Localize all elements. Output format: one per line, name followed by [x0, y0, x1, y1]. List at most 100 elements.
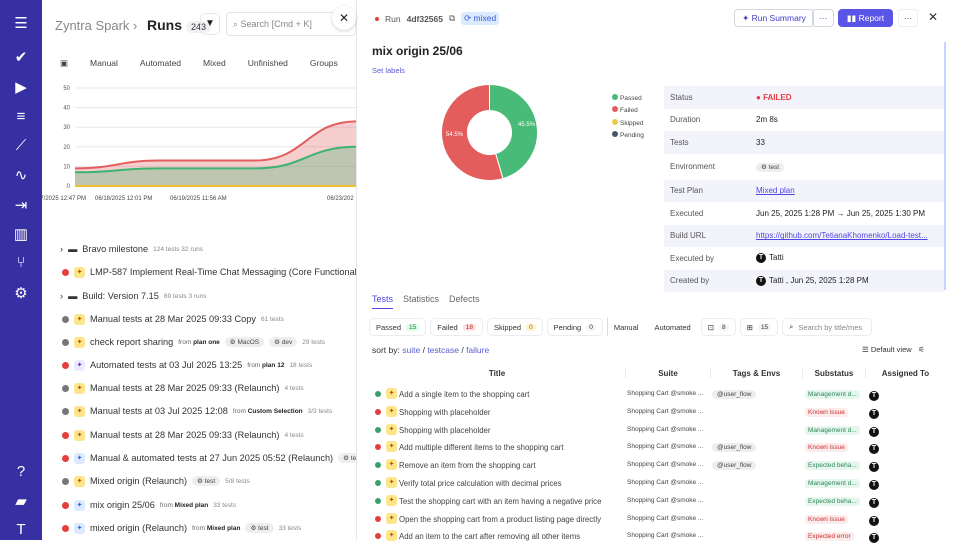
summary-more-button[interactable]: ···: [812, 9, 834, 27]
run-plan: from Mixed plan: [192, 525, 240, 532]
help-icon[interactable]: ?: [16, 463, 26, 480]
test-row[interactable]: ✦ Verify total price calculation with dec…: [372, 476, 952, 493]
run-item[interactable]: ✦ Manual tests at 03 Jul 2025 12:08 from C…: [62, 403, 332, 419]
filter-skipped[interactable]: Skipped 0: [486, 318, 543, 336]
folder-icon[interactable]: ▰: [15, 493, 27, 510]
close-panel-button[interactable]: ✕: [332, 6, 356, 30]
tab-groups[interactable]: Groups: [309, 58, 338, 68]
test-row[interactable]: ✦ Add multiple different items to the sho…: [372, 440, 952, 457]
pulse-icon[interactable]: ∿: [14, 167, 28, 184]
test-row[interactable]: ✦ Remove an item from the shopping cart Sh…: [372, 458, 952, 475]
sort-failure[interactable]: failure: [466, 345, 490, 355]
multiselect-icon[interactable]: ▣: [60, 58, 69, 68]
manual-run-icon: ✦: [74, 405, 85, 417]
run-item[interactable]: ✦ mixed origin (Relaunch) from Mixed plan ⚙…: [62, 520, 301, 536]
play-icon[interactable]: ▶: [15, 79, 27, 96]
close-button[interactable]: ✕: [927, 10, 939, 24]
run-title: mix origin 25/06: [90, 500, 155, 510]
run-item[interactable]: ✦ Automated tests at 03 Jul 2025 13:25 fro…: [62, 357, 312, 373]
filter-automated[interactable]: Automated: [648, 318, 696, 336]
run-item[interactable]: ✦ mix origin 25/06 from Mixed plan 33 tests: [62, 497, 236, 513]
sort-testcase[interactable]: testcase: [427, 345, 459, 355]
passed-slice[interactable]: [489, 83, 538, 180]
run-item[interactable]: ✦ Manual tests at 28 Mar 2025 09:33 (Rela…: [62, 427, 304, 443]
run-item[interactable]: ✦ LMP-587 Implement Real-Time Chat Messag…: [62, 264, 356, 280]
chevron-right-icon[interactable]: ›: [60, 291, 64, 301]
run-item[interactable]: ✦ Manual tests at 28 Mar 2025 09:33 (Rela…: [62, 380, 304, 396]
avatar-icon[interactable]: T: [16, 521, 26, 538]
default-view-button[interactable]: ☰ Default view ⚟: [862, 345, 925, 354]
tab-mixed[interactable]: Mixed: [203, 58, 226, 68]
test-search-input[interactable]: ⌕ Search by title/mes: [782, 318, 873, 336]
failed-slice[interactable]: [441, 83, 504, 181]
run-label: Run: [385, 13, 401, 24]
column-header[interactable]: Tags & Envs: [710, 369, 802, 378]
more-button[interactable]: ···: [898, 9, 918, 27]
import-icon[interactable]: ⇥: [14, 197, 28, 214]
test-row[interactable]: ✦ Test the shopping cart with an item hav…: [372, 494, 952, 511]
copy-icon[interactable]: ⧉: [448, 13, 456, 23]
substatus-badge: Management d...: [805, 425, 860, 435]
settings-sliders-icon[interactable]: ⚟: [917, 345, 925, 354]
prop-key: Created by: [670, 276, 710, 286]
filter-manual[interactable]: Manual: [606, 318, 645, 336]
y-tick-label: 50: [63, 86, 70, 92]
tab-statistics[interactable]: Statistics: [403, 294, 440, 304]
env-badge: ⚙ dev: [269, 337, 298, 347]
manual-test-icon: ✦: [386, 530, 397, 542]
substatus-badge: Known issue: [805, 407, 848, 417]
filter-failed[interactable]: Failed 18: [430, 318, 483, 336]
column-header[interactable]: Substatus: [802, 369, 865, 378]
filter-pending[interactable]: Pending 0: [546, 318, 603, 336]
run-meta: 33 tests: [278, 524, 302, 532]
filter-added[interactable]: ⊞ 15: [739, 318, 779, 336]
run-item[interactable]: ✦ check report sharing from plan one ⚙ MacO…: [62, 334, 325, 350]
menu-icon[interactable]: ☰: [14, 15, 28, 32]
scrollbar[interactable]: [944, 42, 946, 290]
tab-tests[interactable]: Tests: [372, 294, 394, 309]
tab-unfinished[interactable]: Unfinished: [247, 58, 288, 68]
column-header[interactable]: Title: [488, 369, 506, 378]
branch-icon[interactable]: ⑂: [16, 254, 26, 271]
project-link[interactable]: Zyntra Spark: [55, 18, 130, 33]
filter-button[interactable]: ▼: [200, 13, 220, 35]
run-item[interactable]: ✦ Manual & automated tests at 27 Jun 2025…: [62, 450, 357, 466]
tab-automated[interactable]: Automated: [139, 58, 182, 68]
column-header[interactable]: Suite: [625, 369, 710, 378]
build-url-link[interactable]: https://github.com/TetianaKhomenko/Load-…: [756, 231, 928, 241]
column-header[interactable]: Assigned To: [865, 369, 945, 378]
run-title: Manual tests at 28 Mar 2025 09:33 (Relau…: [90, 383, 280, 393]
filter-comments[interactable]: ⊡ 8: [700, 318, 736, 336]
filter-passed[interactable]: Passed 15: [369, 318, 427, 336]
steps-icon[interactable]: ⟋: [15, 137, 27, 154]
test-row[interactable]: ✦ Shopping with placeholder Shopping Cart …: [372, 423, 952, 440]
gear-icon[interactable]: ⚙: [14, 285, 28, 302]
run-group[interactable]: › ▬ Bravo milestone 124 tests 32 runs: [60, 241, 203, 257]
sort-suite[interactable]: suite: [402, 345, 421, 355]
chevron-right-icon[interactable]: ›: [60, 244, 64, 254]
run-meta: 61 tests: [261, 315, 284, 323]
test-row[interactable]: ✦ Shopping with placeholder Shopping Cart …: [372, 405, 952, 422]
set-labels-link[interactable]: Set labels: [372, 66, 405, 75]
analytics-icon[interactable]: ▥: [13, 226, 29, 243]
run-group[interactable]: › ▬ Build: Version 7.15 69 tests 3 runs: [60, 288, 207, 304]
test-row[interactable]: ✦ Add an item to the cart after removing …: [372, 529, 952, 546]
legend-label: Pending: [620, 131, 644, 139]
test-plan-link[interactable]: Mixed plan: [756, 186, 795, 196]
env-label: test: [768, 164, 780, 171]
test-row[interactable]: ✦ Open the shopping cart from a product l…: [372, 512, 952, 529]
list-check-icon[interactable]: ≡: [16, 108, 26, 125]
env-label: tes: [350, 455, 357, 462]
test-suite: Shopping Cart @smoke ...: [627, 461, 704, 469]
status-donut-chart: 45.5% 54.5%: [441, 83, 538, 181]
run-item[interactable]: ✦ Mixed origin (Relaunch) ⚙ test 5/8 tests: [62, 473, 250, 489]
search-input[interactable]: ⌕ Search [Cmd + K]: [226, 12, 356, 36]
tab-manual[interactable]: Manual: [90, 58, 118, 68]
run-summary-button[interactable]: ✦ Run Summary: [734, 9, 814, 27]
check-icon[interactable]: ✔: [14, 49, 28, 66]
run-item[interactable]: ✦ Manual tests at 28 Mar 2025 09:33 Copy 6…: [62, 311, 284, 327]
status-failed-icon: [62, 268, 69, 276]
test-row[interactable]: ✦ Add a single item to the shopping cart S…: [372, 387, 952, 404]
report-button[interactable]: ▮▮ Report: [838, 9, 893, 27]
tab-defects[interactable]: Defects: [449, 294, 480, 304]
